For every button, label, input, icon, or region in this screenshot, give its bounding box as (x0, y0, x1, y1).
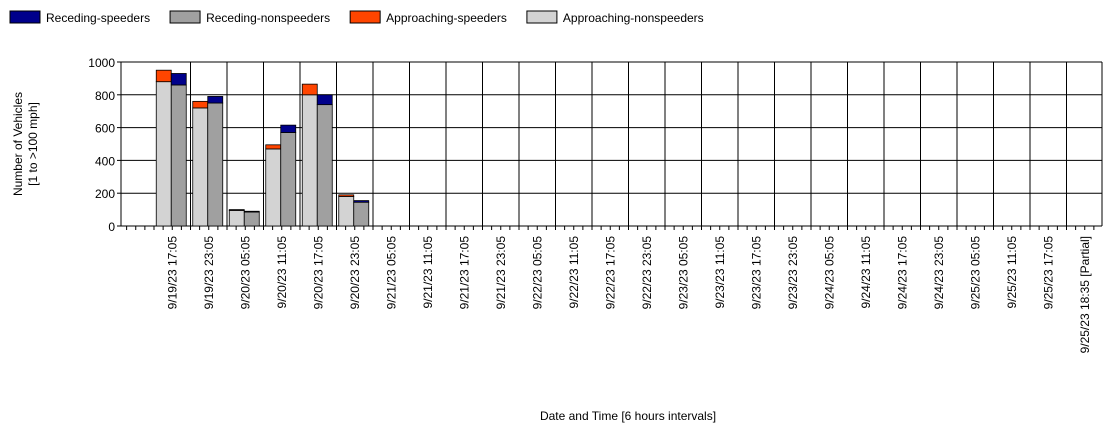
bar (243, 210, 260, 213)
legend-swatch (526, 10, 558, 24)
bar (353, 200, 370, 203)
bar (170, 84, 187, 227)
bar (353, 201, 370, 227)
bar (170, 73, 187, 86)
bar (265, 144, 282, 150)
legend-label: Receding-nonspeeders (206, 11, 330, 25)
legend-swatch (9, 10, 41, 24)
x-tick-label: 9/20/23 23:05 (348, 236, 362, 310)
bar (338, 196, 355, 227)
y-tick-label: 400 (95, 154, 115, 168)
bar (207, 96, 224, 104)
legend-swatch (169, 10, 201, 24)
x-tick-label: 9/22/23 11:05 (567, 236, 581, 309)
bar (207, 102, 224, 227)
bar (243, 211, 260, 227)
x-axis-label: Date and Time [6 hours intervals] (540, 409, 716, 423)
y-tick-label: 0 (108, 220, 115, 234)
bar (316, 104, 333, 227)
legend-label: Approaching-speeders (386, 11, 507, 25)
bar (280, 124, 297, 133)
bar (265, 148, 282, 227)
bar (228, 210, 245, 227)
x-tick-label: 9/25/23 17:05 (1041, 236, 1055, 310)
bar (192, 100, 209, 109)
bar (228, 209, 245, 211)
y-tick-label: 1000 (88, 56, 115, 70)
x-tick-label: 9/21/23 17:05 (457, 236, 471, 310)
x-tick-label: 9/20/23 05:05 (238, 236, 252, 310)
x-tick-label: 9/19/23 23:05 (202, 236, 216, 310)
bar (301, 83, 318, 96)
bar (155, 69, 172, 83)
y-axis-label: Number of Vehicles (11, 92, 25, 196)
x-tick-label: 9/23/23 23:05 (786, 236, 800, 310)
x-tick-label: 9/20/23 11:05 (275, 236, 289, 309)
x-tick-label: 9/25/23 05:05 (968, 236, 982, 310)
x-tick-label: 9/22/23 17:05 (603, 236, 617, 310)
x-tick-label: 9/23/23 17:05 (749, 236, 763, 310)
y-tick-label: 800 (95, 89, 115, 103)
x-tick-label: 9/24/23 23:05 (932, 236, 946, 310)
x-tick-label: 9/25/23 11:05 (1005, 236, 1019, 309)
legend-swatch (349, 10, 381, 24)
bar (301, 94, 318, 227)
bar (192, 107, 209, 227)
x-tick-label: 9/24/23 05:05 (822, 236, 836, 310)
y-tick-label: 600 (95, 122, 115, 136)
x-tick-label: 9/22/23 05:05 (530, 236, 544, 310)
x-tick-label: 9/21/23 11:05 (421, 236, 435, 309)
y-tick-label: 200 (95, 187, 115, 201)
bar (338, 194, 355, 197)
x-tick-label: 9/24/23 11:05 (859, 236, 873, 309)
x-tick-label: 9/24/23 17:05 (895, 236, 909, 310)
x-tick-label: 9/21/23 05:05 (384, 236, 398, 310)
legend-label: Receding-speeders (46, 11, 150, 25)
x-tick-label: 9/22/23 23:05 (640, 236, 654, 310)
bar (316, 94, 333, 106)
x-tick-label: 9/20/23 17:05 (311, 236, 325, 310)
x-tick-label: 9/21/23 23:05 (494, 236, 508, 310)
x-tick-label: 9/23/23 11:05 (713, 236, 727, 309)
bar (155, 81, 172, 227)
x-tick-label: 9/19/23 17:05 (165, 236, 179, 310)
bar (280, 132, 297, 227)
x-tick-label: 9/25/23 18:35 [Partial] (1078, 236, 1092, 353)
y-axis-label: [1 to >100 mph] (26, 102, 40, 186)
legend-label: Approaching-nonspeeders (563, 11, 704, 25)
x-tick-label: 9/23/23 05:05 (676, 236, 690, 310)
